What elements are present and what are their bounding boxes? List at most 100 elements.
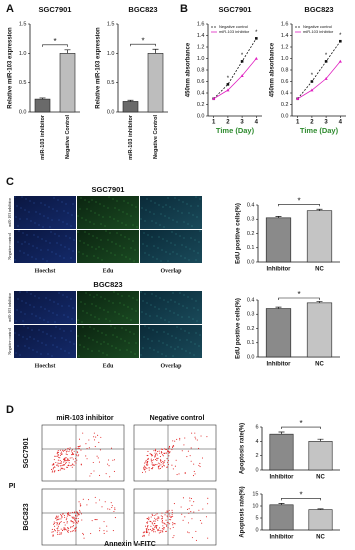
event-dot — [153, 459, 155, 461]
event-dot — [164, 452, 166, 454]
cell-dot — [70, 298, 72, 300]
event-dot — [82, 432, 84, 434]
cell-dot — [69, 341, 71, 343]
event-dot — [167, 516, 169, 518]
event-dot — [55, 522, 57, 524]
event-dot — [57, 459, 59, 461]
event-dot — [62, 529, 64, 532]
cell-dot — [172, 251, 174, 253]
event-dot — [184, 472, 186, 474]
cell-dot — [170, 346, 172, 348]
cell-dot — [169, 310, 171, 312]
event-dot — [166, 448, 168, 450]
cell-dot — [97, 330, 99, 332]
column-label: Edu — [103, 268, 114, 274]
cell-dot — [108, 300, 110, 302]
cell-dot — [110, 252, 112, 254]
event-dot — [60, 452, 62, 454]
event-dot — [64, 527, 66, 529]
cell-dot — [165, 355, 167, 357]
event-dot — [152, 464, 154, 466]
event-dot — [157, 530, 159, 532]
cell-dot — [70, 330, 72, 332]
event-dot — [55, 455, 57, 457]
cell-dot — [54, 337, 56, 339]
event-dot — [184, 516, 186, 518]
event-dot — [172, 446, 174, 448]
event-dot — [148, 534, 150, 536]
cell-dot — [120, 234, 122, 236]
cell-dot — [100, 239, 102, 241]
cell-dot — [88, 201, 90, 203]
event-dot — [63, 449, 65, 452]
cell-dot — [177, 346, 179, 348]
cell-dot — [19, 218, 21, 220]
cell-dot — [89, 294, 91, 296]
event-dot — [146, 529, 148, 531]
event-dot — [51, 471, 53, 473]
event-dot — [178, 473, 180, 475]
event-dot — [207, 497, 209, 499]
x-tick-label: miR-103 inhibitor — [40, 114, 46, 160]
event-dot — [68, 449, 71, 451]
cell-dot — [47, 249, 49, 251]
y-tick-label: 0.1 — [247, 340, 255, 346]
event-dot — [173, 503, 175, 505]
y-axis-label: EdU positive cells(%) — [236, 298, 242, 359]
event-dot — [166, 524, 168, 526]
cell-dot — [86, 312, 88, 314]
cell-dot — [167, 301, 169, 303]
cell-dot — [31, 256, 33, 258]
event-dot — [71, 530, 73, 532]
cell-dot — [82, 326, 84, 328]
cell-dot — [190, 237, 192, 239]
event-dot — [60, 461, 63, 463]
event-dot — [58, 518, 60, 520]
event-dot — [151, 514, 154, 516]
cell-dot — [28, 347, 30, 349]
event-dot — [67, 530, 69, 532]
cell-dot — [182, 201, 184, 203]
point — [296, 97, 300, 100]
event-dot — [161, 512, 163, 514]
event-dot — [167, 461, 169, 463]
cell-dot — [150, 200, 152, 202]
y-tick-label: 0.2 — [247, 326, 255, 332]
cell-dot — [52, 312, 54, 314]
event-dot — [68, 527, 70, 529]
event-dot — [162, 455, 164, 457]
event-dot — [175, 459, 177, 461]
cell-dot — [65, 203, 67, 205]
event-dot — [167, 522, 170, 524]
event-dot — [155, 450, 157, 452]
event-dot — [53, 521, 55, 523]
significance-label: * — [311, 73, 314, 79]
event-dot — [65, 519, 67, 521]
x-tick-label: 2 — [310, 120, 314, 126]
cell-dot — [80, 197, 82, 199]
cell-dot — [65, 235, 67, 237]
cell-dot — [189, 248, 191, 250]
event-dot — [169, 528, 171, 530]
event-dot — [78, 514, 80, 516]
event-dot — [197, 447, 200, 449]
cell-dot — [183, 221, 185, 223]
event-dot — [159, 456, 161, 458]
significance-label: * — [325, 53, 328, 59]
event-dot — [190, 511, 192, 513]
cell-dot — [177, 210, 179, 212]
cell-dot — [160, 260, 162, 262]
event-dot — [76, 459, 78, 461]
event-dot — [207, 503, 209, 505]
cell-dot — [48, 310, 50, 312]
cell-dot — [176, 326, 178, 328]
cell-dot — [151, 340, 153, 342]
event-dot — [54, 466, 56, 468]
row-label: miR-103 inhibitor — [7, 292, 12, 322]
event-dot — [95, 436, 97, 438]
y-tick-label: 0.8 — [197, 67, 205, 73]
cell-dot — [158, 204, 160, 206]
cell-dot — [111, 241, 113, 243]
cell-dot — [123, 304, 125, 306]
cell-dot — [100, 343, 102, 345]
